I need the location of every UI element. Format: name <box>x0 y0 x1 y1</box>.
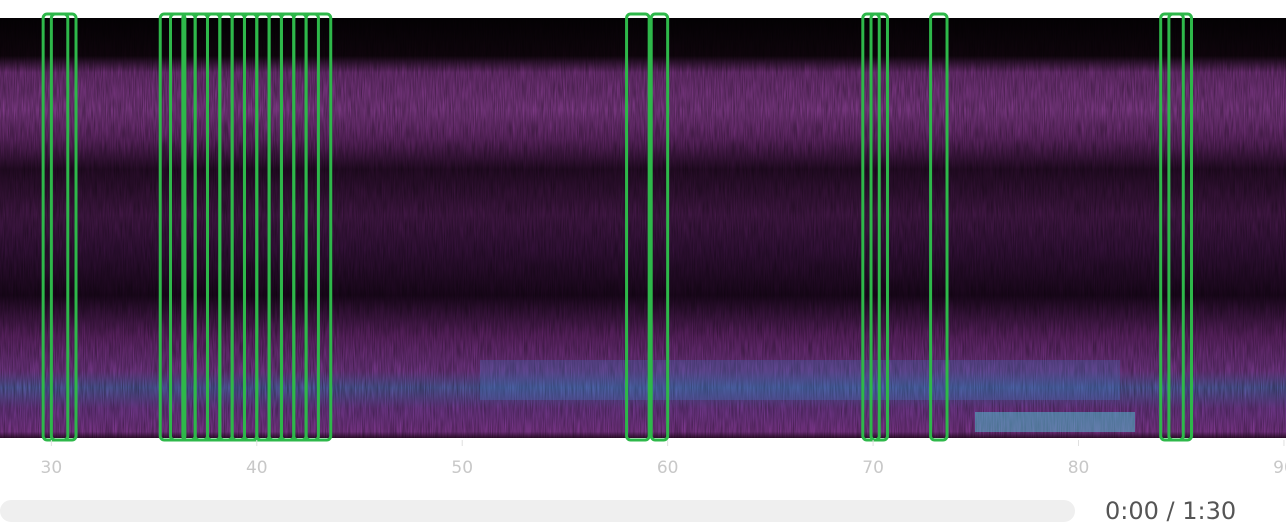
spectrogram-player: 30 40 50 60 70 80 90 0:00 / 1:30 <box>0 0 1286 528</box>
tick-label: 30 <box>41 458 63 478</box>
tick-label: 50 <box>451 458 473 478</box>
tick-label: 70 <box>862 458 884 478</box>
tick-label: 40 <box>246 458 268 478</box>
time-axis: 30 40 50 60 70 80 90 <box>41 440 1286 478</box>
spectrogram-highlight <box>480 360 1120 400</box>
tick-label: 90 <box>1273 458 1286 478</box>
tick-label: 80 <box>1068 458 1090 478</box>
page: {"spectrogram": { "xlim": [27.5, 90.1], … <box>0 0 1286 528</box>
time-display: 0:00 / 1:30 <box>1105 497 1236 525</box>
spectrogram <box>0 18 1286 438</box>
progress-bar[interactable] <box>0 500 1075 522</box>
tick-label: 60 <box>657 458 679 478</box>
spectrogram-highlight <box>975 412 1135 432</box>
